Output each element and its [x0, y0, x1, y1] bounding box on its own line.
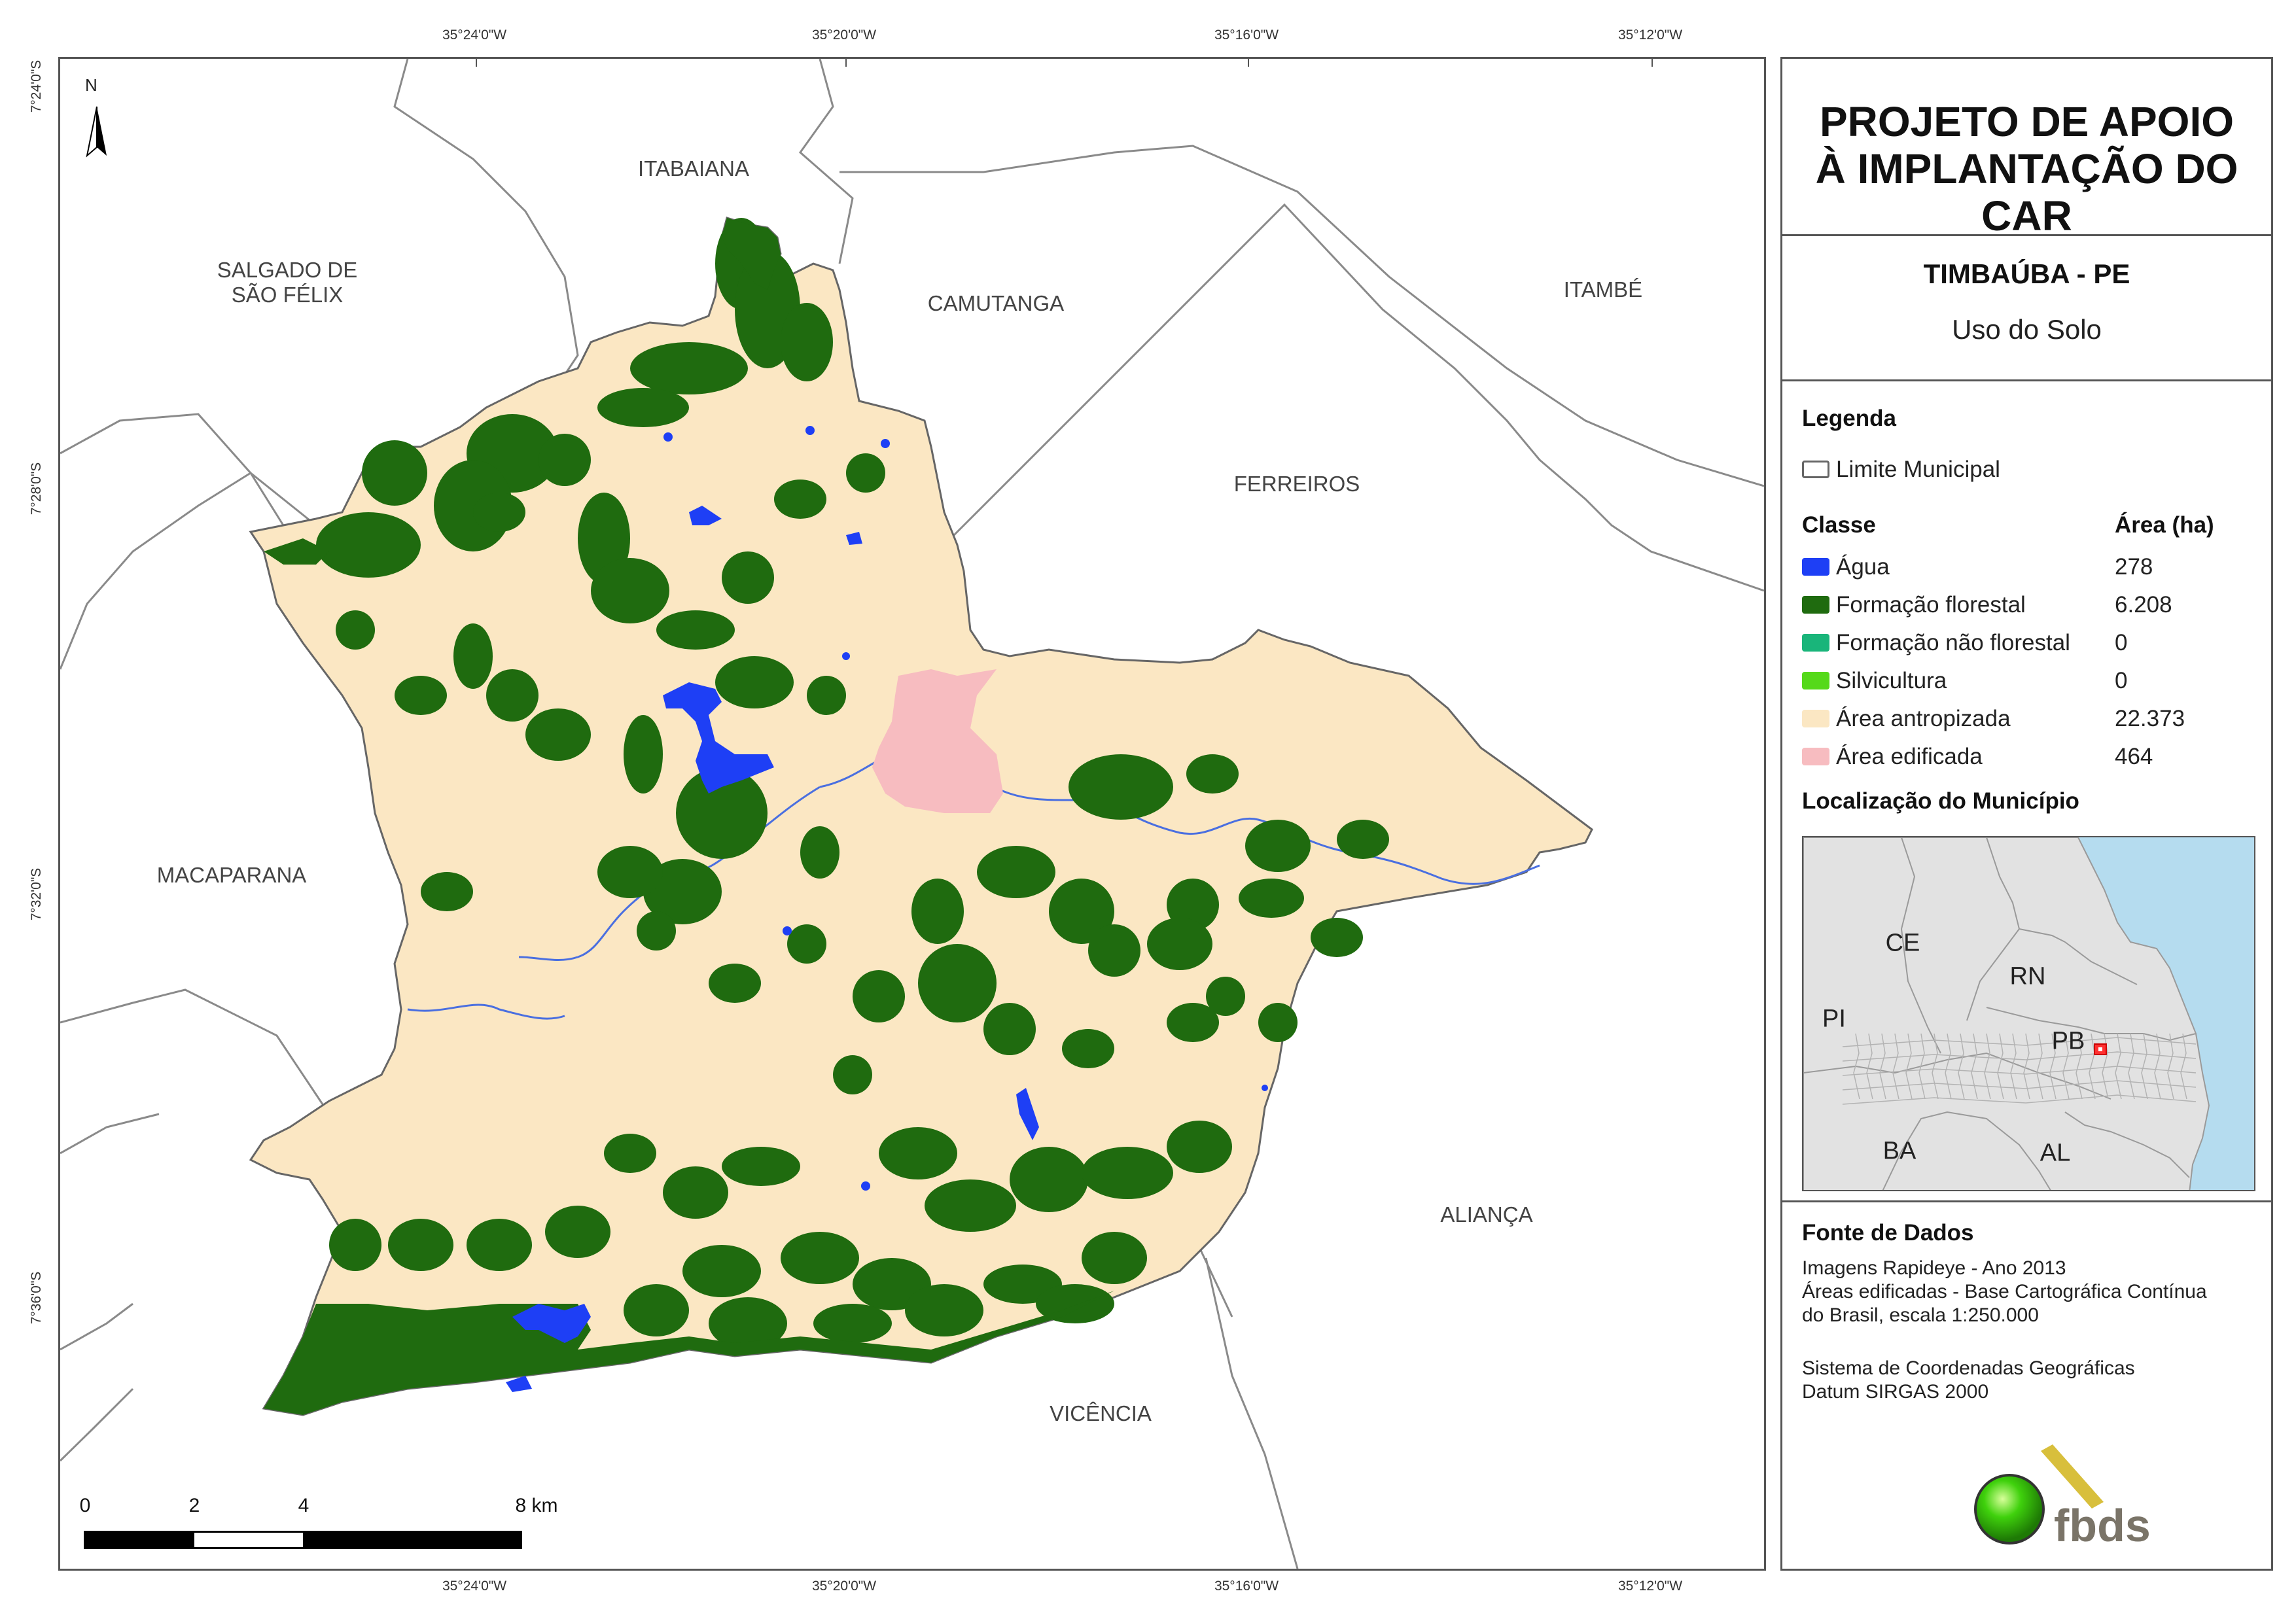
label-camutanga: CAMUTANGA: [927, 291, 1065, 316]
label-itambe: ITAMBÉ: [1563, 277, 1643, 302]
legend-class-label: Água: [1836, 554, 1890, 580]
scale-label-2: 2: [188, 1495, 200, 1516]
legend-swatch: [1802, 710, 1829, 727]
inset-label-ba: BA: [1882, 1137, 1916, 1165]
legend-header: Legenda: [1802, 406, 1896, 431]
coord-top-3: 35°16'0"W: [1214, 27, 1279, 43]
coord-bottom-2: 35°20'0"W: [811, 1579, 877, 1594]
source-line-5: Datum SIRGAS 2000: [1802, 1381, 1989, 1403]
boundary-swatch: [1802, 461, 1829, 478]
panel-title: PROJETO DE APOIO À IMPLANTAÇÃO DO CAR: [1815, 98, 2238, 239]
map-info-panel: PROJETO DE APOIO À IMPLANTAÇÃO DO CAR TI…: [1780, 57, 2273, 1571]
inset-label-rn: RN: [2009, 962, 2046, 990]
municipality-name: TIMBAÚBA - PE: [1923, 258, 2130, 289]
inset-label-pb: PB: [2051, 1027, 2085, 1055]
legend-class-area: 22.373: [2115, 706, 2185, 731]
inset-label-ce: CE: [1885, 929, 1920, 957]
legend-class-area: 464: [2115, 744, 2153, 769]
legend-class-label: Formação não florestal: [1836, 630, 2070, 655]
legend-class-label: Silvicultura: [1836, 668, 1947, 693]
coord-left-2: 7°28'0"S: [29, 462, 44, 515]
label-itabaiana: ITABAIANA: [638, 156, 749, 181]
boundary-label: Limite Municipal: [1836, 457, 2000, 482]
area-header: Área (ha): [2115, 512, 2214, 538]
coord-left-1: 7°24'0"S: [29, 60, 44, 113]
coord-top-2: 35°20'0"W: [811, 27, 877, 43]
legend-swatch: [1802, 748, 1829, 765]
class-header: Classe: [1802, 512, 1876, 538]
coord-top-1: 35°24'0"W: [442, 27, 507, 43]
neighbor-boundaries: [60, 59, 1764, 1569]
map-theme: Uso do Solo: [1952, 314, 2102, 345]
legend-class-area: 0: [2115, 668, 2128, 693]
label-ferreiros: FERREIROS: [1233, 472, 1360, 497]
location-header: Localização do Município: [1802, 788, 2079, 814]
label-salgado-de-sao-felix: SALGADO DE SÃO FÉLIX: [217, 258, 358, 307]
legend-class-area: 0: [2115, 630, 2128, 655]
water-bodies: [506, 426, 1268, 1392]
source-line-2: Áreas edificadas - Base Cartográfica Con…: [1802, 1281, 2207, 1302]
coord-bottom-1: 35°24'0"W: [442, 1579, 507, 1594]
logo-text: fbds: [2054, 1500, 2151, 1551]
location-inset-map: CE RN PI PB BA AL: [1802, 836, 2255, 1191]
coord-bottom-4: 35°12'0"W: [1617, 1579, 1683, 1594]
land-use-map: [60, 59, 1764, 1569]
scale-label-8km: 8 km: [515, 1495, 558, 1516]
scale-bar: [84, 1531, 522, 1549]
north-arrow-label: N: [85, 75, 97, 95]
source-line-4: Sistema de Coordenadas Geográficas: [1802, 1357, 2135, 1379]
label-macaparana: MACAPARANA: [156, 863, 307, 888]
legend-class-label: Área edificada: [1836, 744, 1983, 769]
inset-label-al: AL: [2040, 1139, 2071, 1167]
label-alianca: ALIANÇA: [1440, 1202, 1533, 1227]
legend-class-label: Área antropizada: [1836, 706, 2011, 731]
legend-swatch: [1802, 672, 1829, 689]
north-arrow: [86, 106, 107, 158]
source-line-3: do Brasil, escala 1:250.000: [1802, 1304, 2039, 1326]
inset-label-pi: PI: [1822, 1005, 1846, 1033]
source-line-1: Imagens Rapideye - Ano 2013: [1802, 1257, 2066, 1279]
legend-swatch: [1802, 634, 1829, 652]
timbauba-municipality[interactable]: [249, 217, 1593, 1416]
coord-left-3: 7°32'0"S: [29, 867, 44, 921]
coord-top-4: 35°12'0"W: [1617, 27, 1683, 43]
scale-label-0: 0: [79, 1495, 91, 1516]
legend-class-area: 6.208: [2115, 592, 2172, 618]
label-vicencia: VICÊNCIA: [1050, 1401, 1152, 1426]
built-up-area: [872, 669, 1003, 813]
fbds-logo: fbds: [1949, 1439, 2159, 1551]
scale-label-4: 4: [298, 1495, 309, 1516]
legend-class-label: Formação florestal: [1836, 592, 2026, 618]
sources-header: Fonte de Dados: [1802, 1220, 1974, 1246]
coord-left-4: 7°36'0"S: [29, 1271, 44, 1325]
legend-class-area: 278: [2115, 554, 2153, 580]
forest-patches: [264, 218, 1389, 1415]
legend-swatch: [1802, 596, 1829, 614]
coord-bottom-3: 35°16'0"W: [1214, 1579, 1279, 1594]
legend-swatch: [1802, 558, 1829, 576]
map-frame[interactable]: N ITABAIANA SALGADO DE SÃO FÉLIX CAMUTAN…: [58, 57, 1766, 1571]
